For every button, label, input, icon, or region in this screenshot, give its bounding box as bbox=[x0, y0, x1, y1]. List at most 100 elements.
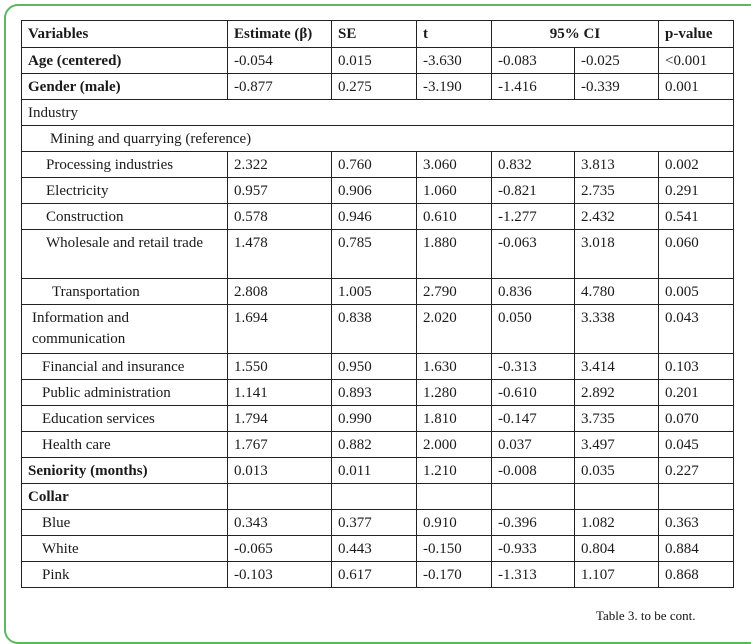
ci-upper-cell: 3.414 bbox=[573, 353, 660, 380]
estimate-cell: 1.550 bbox=[227, 353, 332, 380]
t-cell: 0.610 bbox=[416, 203, 492, 230]
table-row: Mining and quarrying (reference) bbox=[20, 125, 735, 152]
p-value-cell: 0.868 bbox=[658, 561, 735, 588]
se-cell: 0.617 bbox=[331, 561, 417, 588]
t-cell: 1.210 bbox=[416, 457, 492, 484]
ci-lower-cell: 0.832 bbox=[491, 151, 575, 178]
se-cell: 0.011 bbox=[331, 457, 417, 484]
variable-label: Education services bbox=[21, 405, 228, 432]
t-cell: -0.150 bbox=[416, 535, 492, 562]
se-cell: 0.275 bbox=[331, 73, 417, 100]
header-estimate: Estimate (β) bbox=[227, 20, 332, 48]
variable-label: Blue bbox=[21, 509, 228, 536]
ci-lower-cell: -0.933 bbox=[491, 535, 575, 562]
se-cell: 0.760 bbox=[331, 151, 417, 178]
ci-lower-cell: 0.037 bbox=[491, 431, 575, 458]
p-value-cell: 0.103 bbox=[658, 353, 735, 380]
header-t: t bbox=[416, 20, 492, 48]
ci-upper-cell: 0.035 bbox=[573, 457, 660, 484]
estimate-cell: 2.808 bbox=[227, 278, 332, 305]
table-row: Health care 1.767 0.882 2.000 0.037 3.497 0.04… bbox=[21, 431, 735, 458]
table-row: Transportation 2.808 1.005 2.790 0.836 4.780 0… bbox=[21, 278, 735, 305]
estimate-cell: 1.694 bbox=[227, 304, 332, 354]
se-cell: 0.838 bbox=[331, 304, 417, 354]
regression-table: Variables Estimate (β) SE t 95% CI p-val… bbox=[20, 20, 735, 588]
table-row: Seniority (months) 0.013 0.011 1.210 -0.008 0… bbox=[21, 457, 735, 484]
variable-label: Health care bbox=[21, 431, 228, 458]
ci-upper-cell: -0.025 bbox=[573, 47, 660, 74]
ci-upper-cell: 3.735 bbox=[573, 405, 660, 432]
estimate-cell: 1.141 bbox=[227, 379, 332, 406]
ci-upper-cell: -0.339 bbox=[573, 73, 660, 100]
ci-lower-cell: -0.396 bbox=[491, 509, 575, 536]
variable-label: Age (centered) bbox=[21, 47, 228, 74]
se-cell: 0.950 bbox=[331, 353, 417, 380]
p-value-cell: 0.884 bbox=[658, 535, 735, 562]
variable-label: Construction bbox=[21, 203, 228, 230]
se-cell: 1.005 bbox=[331, 278, 417, 305]
se-cell bbox=[331, 483, 417, 510]
estimate-cell: 1.767 bbox=[227, 431, 332, 458]
ci-lower-cell: -0.821 bbox=[491, 177, 575, 204]
t-cell: -0.170 bbox=[416, 561, 492, 588]
header-ci: 95% CI bbox=[490, 20, 660, 48]
ci-upper-cell: 3.813 bbox=[573, 151, 660, 178]
variable-label: Wholesale and retail trade bbox=[21, 229, 228, 279]
p-value-cell: <0.001 bbox=[658, 47, 735, 74]
estimate-cell: 0.343 bbox=[227, 509, 332, 536]
variable-label: Transportation bbox=[21, 278, 228, 305]
p-value-cell: 0.201 bbox=[658, 379, 735, 406]
t-cell: 1.280 bbox=[416, 379, 492, 406]
ci-upper-cell: 2.432 bbox=[573, 203, 660, 230]
se-cell: 0.377 bbox=[331, 509, 417, 536]
t-cell: 1.810 bbox=[416, 405, 492, 432]
table-body: Age (centered) -0.054 0.015 -3.630 -0.083 -0.… bbox=[20, 47, 735, 588]
variable-label: Public administration bbox=[21, 379, 228, 406]
t-cell: 3.060 bbox=[416, 151, 492, 178]
ci-lower-cell: -1.313 bbox=[491, 561, 575, 588]
se-cell: 0.015 bbox=[331, 47, 417, 74]
t-cell: 0.910 bbox=[416, 509, 492, 536]
variable-label: Mining and quarrying (reference) bbox=[20, 125, 735, 152]
estimate-cell: 0.013 bbox=[227, 457, 332, 484]
estimate-cell: -0.054 bbox=[227, 47, 332, 74]
ci-lower-cell bbox=[491, 483, 575, 510]
p-value-cell: 0.541 bbox=[658, 203, 735, 230]
p-value-cell: 0.363 bbox=[658, 509, 735, 536]
estimate-cell: 1.478 bbox=[227, 229, 332, 279]
t-cell: 1.880 bbox=[416, 229, 492, 279]
table-row: Wholesale and retail trade 1.478 0.785 1.88… bbox=[21, 229, 735, 279]
estimate-cell: 1.794 bbox=[227, 405, 332, 432]
header-se: SE bbox=[331, 20, 417, 48]
ci-upper-cell: 1.082 bbox=[573, 509, 660, 536]
variable-label: White bbox=[21, 535, 228, 562]
table-row: Education services 1.794 0.990 1.810 -0.147 3… bbox=[21, 405, 735, 432]
variable-label: Processing industries bbox=[21, 151, 228, 178]
ci-lower-cell: 0.836 bbox=[491, 278, 575, 305]
ci-upper-cell: 3.497 bbox=[573, 431, 660, 458]
ci-lower-cell: -0.313 bbox=[491, 353, 575, 380]
t-cell: -3.190 bbox=[416, 73, 492, 100]
ci-lower-cell: -0.008 bbox=[491, 457, 575, 484]
variable-label: Electricity bbox=[21, 177, 228, 204]
table-row: Blue 0.343 0.377 0.910 -0.396 1.082 0.363 bbox=[21, 509, 735, 536]
p-value-cell bbox=[658, 483, 735, 510]
estimate-cell: 0.578 bbox=[227, 203, 332, 230]
t-cell bbox=[416, 483, 492, 510]
estimate-cell bbox=[227, 483, 332, 510]
p-value-cell: 0.070 bbox=[658, 405, 735, 432]
estimate-cell: -0.065 bbox=[227, 535, 332, 562]
se-cell: 0.785 bbox=[331, 229, 417, 279]
ci-lower-cell: 0.050 bbox=[491, 304, 575, 354]
se-cell: 0.946 bbox=[331, 203, 417, 230]
header-p-value: p-value bbox=[658, 20, 735, 48]
p-value-cell: 0.291 bbox=[658, 177, 735, 204]
t-cell: 2.790 bbox=[416, 278, 492, 305]
p-value-cell: 0.045 bbox=[658, 431, 735, 458]
ci-lower-cell: -0.063 bbox=[491, 229, 575, 279]
estimate-cell: 0.957 bbox=[227, 177, 332, 204]
p-value-cell: 0.043 bbox=[658, 304, 735, 354]
estimate-cell: 2.322 bbox=[227, 151, 332, 178]
se-cell: 0.443 bbox=[331, 535, 417, 562]
ci-upper-cell: 0.804 bbox=[573, 535, 660, 562]
